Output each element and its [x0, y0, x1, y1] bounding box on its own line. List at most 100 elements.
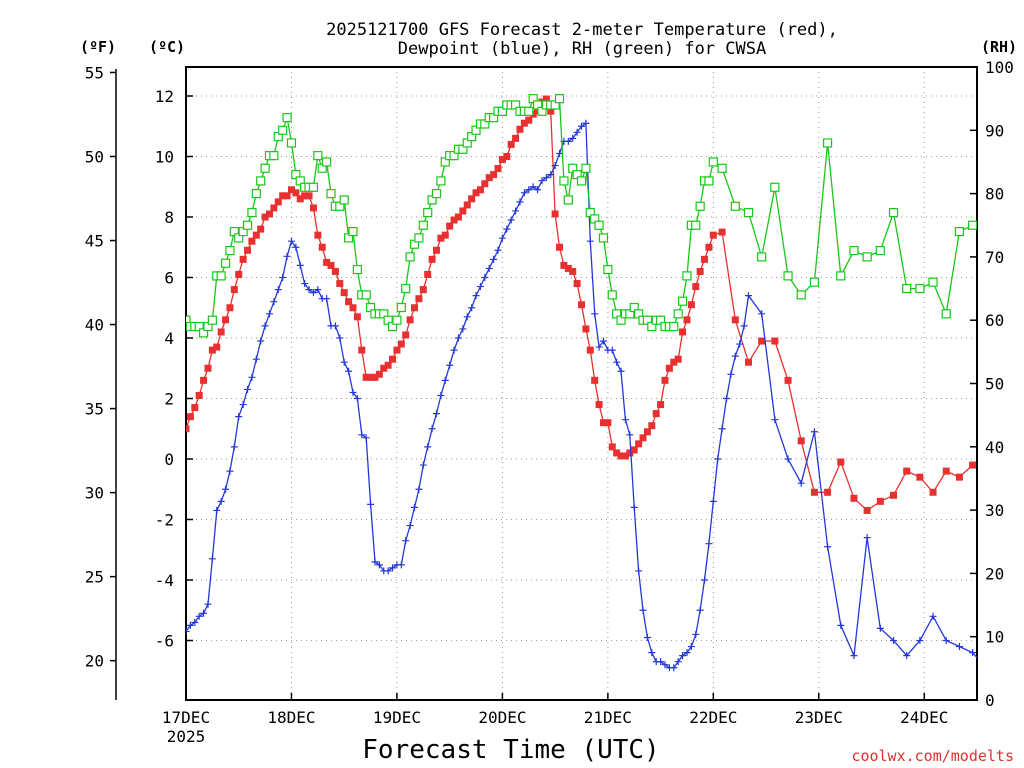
rh-tick-label: 60: [985, 311, 1004, 330]
dewpoint-point: [714, 455, 722, 463]
dewpoint-point: [454, 334, 462, 342]
rh-point: [770, 182, 780, 192]
2-meter-temperature-point: [257, 225, 265, 233]
rh-point: [902, 283, 912, 294]
credit-text[interactable]: coolwx.com/modelts: [851, 747, 1014, 765]
dewpoint-point: [446, 361, 454, 369]
dewpoint-point: [476, 283, 484, 291]
dewpoint-point: [336, 334, 344, 342]
dewpoint-point: [784, 455, 792, 463]
rh-point: [730, 201, 740, 211]
dewpoint-point: [230, 443, 238, 451]
2-meter-temperature-point: [608, 443, 616, 451]
2-meter-temperature-point: [942, 467, 950, 475]
2-meter-temperature-point: [876, 497, 884, 505]
2-meter-temperature-point: [371, 373, 379, 381]
2-meter-temperature-point: [582, 325, 590, 333]
rh-point: [704, 176, 714, 186]
dewpoint-point: [397, 561, 405, 569]
2-meter-temperature-point: [437, 234, 445, 242]
2-meter-temperature-point: [389, 355, 397, 363]
2-meter-temperature-point: [353, 313, 361, 321]
axis-ticks: -6 -4 -2 0 2 4 6 8 10 12 17DEC 18DEC 19DEC 20DEC 21DEC…: [85, 58, 1014, 727]
chart-title-line2: Dewpoint (blue), RH (green) for CWSA: [398, 39, 766, 59]
2-meter-temperature-point: [345, 298, 353, 306]
x-tick-label: 18DEC: [267, 708, 315, 727]
fahrenheit-tick-label: 45: [85, 232, 104, 251]
dewpoint-point: [538, 177, 546, 185]
dewpoint-point: [411, 503, 419, 511]
rh-point: [260, 163, 270, 173]
2-meter-temperature-point: [542, 95, 550, 103]
2-meter-temperature-point: [578, 301, 585, 309]
2-meter-temperature-point: [186, 413, 194, 421]
rh-point: [875, 245, 885, 256]
rh-point: [598, 233, 609, 243]
dewpoint-point: [503, 225, 511, 233]
dewpoint-point: [520, 189, 528, 197]
dewpoint-point: [323, 295, 331, 303]
dewpoint-point: [942, 637, 950, 644]
2-meter-temperature-point: [195, 391, 203, 399]
dewpoint-point: [916, 637, 924, 644]
dewpoint-point: [890, 637, 898, 644]
x-tick-label: 20DEC: [478, 708, 526, 727]
2-meter-temperature-point: [226, 304, 234, 312]
dewpoint-point: [525, 186, 533, 194]
dewpoint-point: [639, 606, 647, 614]
2-meter-temperature-point: [696, 267, 704, 275]
dewpoint-point: [824, 543, 832, 551]
2-meter-temperature-point: [731, 316, 739, 324]
2-meter-temperature-point: [687, 301, 695, 309]
dewpoint-point: [929, 612, 937, 620]
2-meter-temperature-point: [498, 156, 506, 164]
2-meter-temperature-point: [305, 192, 313, 200]
rh-point: [286, 138, 297, 148]
dewpoint-point: [358, 431, 366, 439]
rh-point: [888, 207, 899, 218]
dewpoint-point: [340, 358, 348, 366]
2-meter-temperature-point: [235, 270, 243, 278]
2-meter-temperature-point: [494, 165, 502, 173]
2-meter-temperature-point: [415, 295, 423, 303]
dewpoint-point: [758, 310, 766, 318]
2-meter-temperature-point: [564, 264, 572, 272]
rh-point: [186, 315, 191, 325]
dewpoint-point: [213, 506, 221, 514]
dewpoint-point: [648, 649, 656, 657]
2-meter-temperature-point: [709, 231, 717, 239]
dewpoint-point: [617, 367, 625, 375]
dewpoint-point: [419, 461, 427, 469]
dewpoint-point: [279, 274, 287, 281]
dewpoint-point: [217, 497, 225, 505]
rh-point: [401, 283, 411, 294]
rh-point: [607, 290, 617, 300]
rh-tick-label: 70: [985, 248, 1004, 267]
dewpoint-point: [837, 621, 845, 629]
rh-point: [278, 125, 288, 135]
dewpoint-point: [692, 630, 700, 638]
x-tick-label: 19DEC: [373, 708, 421, 727]
dewpoint-point: [283, 252, 291, 260]
dewpoint-point: [265, 310, 273, 318]
2-meter-temperature-point: [643, 428, 651, 436]
dewpoint-point: [850, 652, 858, 660]
rh-tick-label: 50: [985, 375, 1004, 394]
2-meter-temperature-point: [340, 289, 348, 297]
2-meter-temperature-point: [411, 304, 419, 312]
dewpoint-point: [459, 325, 467, 333]
rh-point: [691, 220, 701, 230]
dewpoint-point: [375, 561, 383, 569]
dewpoint-point: [349, 388, 357, 396]
dewpoint-point: [406, 522, 414, 530]
dewpoint-point: [736, 340, 744, 348]
dewpoint-point: [204, 600, 212, 608]
celsius-tick-label: 4: [164, 329, 174, 348]
celsius-tick-label: -4: [155, 571, 174, 590]
2-meter-temperature-point: [771, 337, 779, 345]
dewpoint-point: [718, 425, 726, 433]
dewpoint-point: [797, 479, 805, 487]
rh-point: [603, 264, 613, 275]
rh-point: [313, 151, 323, 161]
dewpoint-point: [657, 658, 665, 666]
